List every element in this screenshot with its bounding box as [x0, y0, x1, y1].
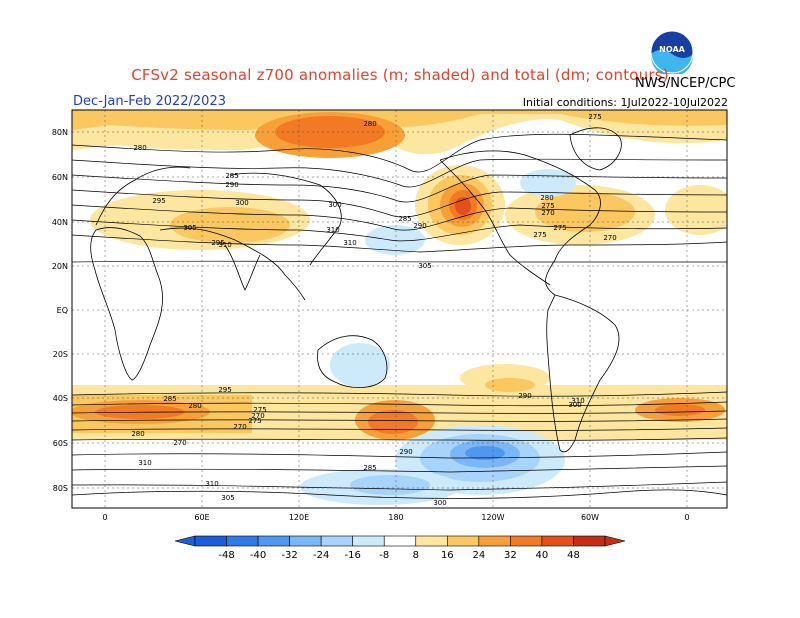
colorbar-left-arrow	[174, 535, 196, 547]
colorbar-swatch	[415, 535, 448, 547]
contour-label: 270	[233, 423, 246, 431]
contour-label: 275	[253, 406, 266, 414]
lat-tick-label: 40N	[52, 218, 68, 227]
contour-label: 275	[588, 113, 601, 121]
lat-tick-label: EQ	[57, 306, 68, 315]
lat-tick-label: 60S	[53, 439, 68, 448]
contour-label: 300	[328, 201, 341, 209]
lat-tick-label: 20S	[53, 350, 68, 359]
contour-label: 290	[518, 392, 531, 400]
contour-label: 290	[225, 181, 238, 189]
contour-label: 305	[418, 262, 431, 270]
colorbar-swatch	[510, 535, 543, 547]
contour-label: 270	[251, 412, 264, 420]
logo-text: NOAA	[659, 45, 685, 54]
contour-label: 285	[363, 464, 376, 472]
page-title: CFSv2 seasonal z700 anomalies (m; shaded…	[131, 66, 669, 84]
lat-tick-label: 60N	[52, 173, 68, 182]
lat-tick-label: 80S	[53, 484, 68, 493]
contour-label: 305	[183, 224, 196, 232]
colorbar-right-arrow	[604, 535, 626, 547]
lon-tick-label: 180	[388, 513, 403, 522]
colorbar-tick-label: -48	[218, 550, 234, 561]
contour-label: 290	[413, 222, 426, 230]
colorbar-swatch	[320, 535, 353, 547]
contour-label: 280	[540, 194, 553, 202]
colorbar-tick-label: 8	[413, 550, 419, 561]
season-label: Dec-Jan-Feb 2022/2023	[73, 94, 226, 109]
colorbar-swatch	[194, 535, 227, 547]
colorbar-swatch	[289, 535, 322, 547]
contour-label: 285	[163, 395, 176, 403]
colorbar-tick-label: 32	[504, 550, 517, 561]
contour-label: 270	[541, 209, 554, 217]
contour-label: 275	[248, 417, 261, 425]
lat-tick-label: 20N	[52, 262, 68, 271]
lon-tick-label: 60E	[194, 513, 209, 522]
contour-label: 275	[533, 231, 546, 239]
contour-label: 290	[399, 448, 412, 456]
contour-label: 305	[221, 494, 234, 502]
contour-label: 310	[326, 226, 339, 234]
contour-label: 310	[218, 241, 231, 249]
colorbar-swatch	[447, 535, 480, 547]
colorbar-tick-label: 16	[441, 550, 454, 561]
contour-label: 295	[211, 239, 224, 247]
contour-label: 310	[138, 459, 151, 467]
colorbar-swatch	[257, 535, 290, 547]
lon-tick-label: 0	[684, 513, 689, 522]
lat-tick-label: 40S	[53, 394, 68, 403]
contour-label: 295	[218, 386, 231, 394]
contour-label: 300	[568, 401, 581, 409]
colorbar-swatch	[541, 535, 574, 547]
agency-label: NWS/NCEP/CPC	[635, 76, 736, 91]
contour-label: 275	[553, 224, 566, 232]
contour-label: 285	[398, 215, 411, 223]
colorbar-tick-label: -40	[250, 550, 266, 561]
lon-tick-label: 120W	[481, 513, 504, 522]
lon-tick-label: 60W	[581, 513, 599, 522]
contour-label: 280	[188, 402, 201, 410]
contour-label: 310	[571, 397, 584, 405]
colorbar	[174, 535, 626, 547]
contour-label: 310	[205, 480, 218, 488]
colorbar-tick-label: -24	[313, 550, 329, 561]
noaa-logo-icon: NOAA	[650, 30, 694, 77]
colorbar-tick-label: 48	[567, 550, 580, 561]
colorbar-swatch	[352, 535, 385, 547]
colorbar-swatch	[226, 535, 259, 547]
colorbar-tick-label: 40	[536, 550, 549, 561]
colorbar-tick-label: 24	[472, 550, 485, 561]
colorbar-tick-label: -32	[281, 550, 297, 561]
lon-tick-label: 120E	[289, 513, 309, 522]
lat-lon-grid	[72, 110, 727, 508]
colorbar-tick-label: -8	[379, 550, 389, 561]
contour-label: 275	[541, 202, 554, 210]
initial-conditions-label: Initial conditions: 1Jul2022-10Jul2022	[522, 96, 728, 109]
contour-label: 270	[603, 234, 616, 242]
colorbar-tick-label: -16	[345, 550, 361, 561]
colorbar-swatch	[383, 535, 417, 547]
contour-lines	[72, 133, 727, 491]
contour-label: 280	[363, 120, 376, 128]
contour-label: 285	[225, 172, 238, 180]
contour-label: 310	[343, 239, 356, 247]
contour-label: 300	[235, 199, 248, 207]
contour-label: 280	[133, 144, 146, 152]
colorbar-swatch	[478, 535, 511, 547]
contour-label: 295	[152, 197, 165, 205]
lat-tick-label: 80N	[52, 128, 68, 137]
colorbar-swatch	[573, 535, 606, 547]
positive-anomaly-shading	[72, 110, 727, 250]
contour-label: 280	[131, 430, 144, 438]
contour-label: 300	[433, 499, 446, 507]
contour-label: 270	[173, 439, 186, 447]
lon-tick-label: 0	[102, 513, 107, 522]
